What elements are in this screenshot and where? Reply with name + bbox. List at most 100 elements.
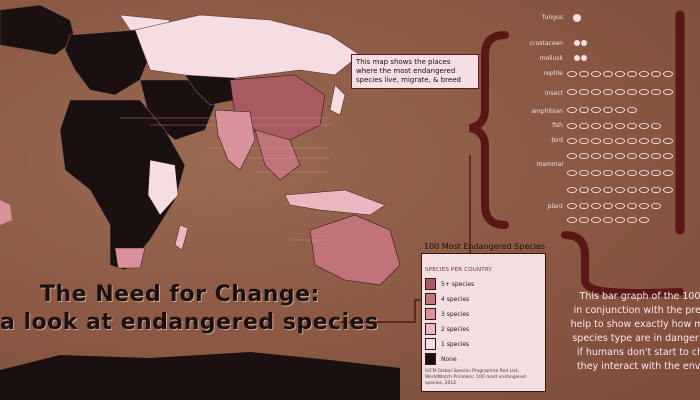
- legend-row: None: [425, 353, 457, 365]
- species-glyph: [591, 106, 601, 114]
- description-paragraph: This bar graph of the 100 in conjunction…: [570, 291, 700, 372]
- crustacean-icon: [574, 40, 580, 46]
- species-glyph: [579, 202, 589, 210]
- species-glyph: [579, 122, 589, 130]
- mollusk-icon: [574, 55, 580, 61]
- title-line-1: The Need for Change:: [40, 282, 320, 307]
- species-glyph: [615, 186, 625, 194]
- legend-swatch: [425, 338, 436, 350]
- legend-swatch: [425, 353, 436, 365]
- species-glyph: [651, 169, 661, 177]
- species-glyph: [651, 70, 661, 78]
- label-fungus: fungus: [542, 14, 563, 21]
- species-glyph: [639, 216, 649, 224]
- species-glyph: [567, 88, 577, 96]
- label-mammal: mammal: [536, 161, 563, 168]
- species-glyph: [615, 169, 625, 177]
- legend-row: 3 species: [425, 308, 469, 320]
- species-glyph: [591, 169, 601, 177]
- species-glyph: [591, 186, 601, 194]
- species-glyph: [567, 152, 577, 160]
- legend-row: 2 species: [425, 323, 469, 335]
- species-glyph: [603, 216, 613, 224]
- species-glyph: [615, 122, 625, 130]
- species-glyph: [627, 152, 637, 160]
- species-glyph: [591, 122, 601, 130]
- south-africa-region: [114, 247, 146, 269]
- species-glyph: [627, 122, 637, 130]
- label-reptile: reptile: [543, 70, 563, 77]
- species-glyph: [627, 88, 637, 96]
- label-mollusk: mollusk: [539, 55, 563, 62]
- map-callout: This map shows the places where the most…: [351, 54, 479, 89]
- africa-landmass: [59, 99, 186, 271]
- label-fish: fish: [552, 122, 563, 129]
- species-glyph: [663, 70, 673, 78]
- se-asia-landmass: [254, 129, 301, 181]
- species-glyph: [567, 70, 577, 78]
- fungus-icon: [573, 14, 581, 22]
- species-glyph: [567, 122, 577, 130]
- leader-lines: [120, 117, 330, 241]
- species-glyph: [615, 88, 625, 96]
- species-glyph: [567, 169, 577, 177]
- legend-swatch: [425, 278, 436, 290]
- species-glyph: [603, 202, 613, 210]
- species-glyph: [651, 122, 661, 130]
- species-glyph: [615, 152, 625, 160]
- species-glyph: [603, 122, 613, 130]
- indonesia-landmass: [284, 189, 386, 216]
- legend-box: 100 Most Endangered Species SPECIES PER …: [421, 242, 546, 392]
- species-glyph: [591, 137, 601, 145]
- australia-landmass: [309, 214, 401, 286]
- species-glyph: [627, 216, 637, 224]
- label-amphibian: amphibian: [531, 108, 563, 115]
- species-glyph: [651, 88, 661, 96]
- lower-brace: [561, 231, 684, 297]
- species-glyph: [615, 106, 625, 114]
- species-glyph: [627, 202, 637, 210]
- species-glyph: [639, 169, 649, 177]
- species-glyph: [567, 202, 577, 210]
- japan-landmass: [329, 84, 346, 116]
- species-glyph: [579, 169, 589, 177]
- species-glyph: [591, 152, 601, 160]
- species-glyph: [591, 216, 601, 224]
- species-glyph: [663, 137, 673, 145]
- species-glyph: [663, 88, 673, 96]
- species-glyph: [639, 70, 649, 78]
- species-glyph: [627, 106, 637, 114]
- species-glyph: [591, 202, 601, 210]
- species-glyph: [651, 152, 661, 160]
- species-glyph: [603, 88, 613, 96]
- species-glyph: [603, 169, 613, 177]
- legend-title: 100 Most Endangered Species: [424, 242, 546, 251]
- species-glyph: [639, 202, 649, 210]
- species-glyph: [591, 70, 601, 78]
- species-glyph: [567, 216, 577, 224]
- curly-brace: [468, 31, 509, 229]
- legend-swatch: [425, 308, 436, 320]
- species-glyph: [627, 186, 637, 194]
- legend-swatch: [425, 293, 436, 305]
- species-glyph: [639, 137, 649, 145]
- antarctica-landmass: [0, 352, 400, 400]
- madagascar-landmass: [174, 224, 189, 251]
- russia-landmass: [134, 14, 361, 81]
- legend-swatch: [425, 323, 436, 335]
- species-glyph: [579, 186, 589, 194]
- species-glyph: [579, 137, 589, 145]
- species-icon-grid: [573, 14, 587, 61]
- species-glyph: [651, 186, 661, 194]
- species-glyph: [639, 88, 649, 96]
- species-glyph: [567, 186, 577, 194]
- species-glyph: [603, 152, 613, 160]
- legend-row: 5+ species: [425, 278, 474, 290]
- species-glyph: [651, 202, 661, 210]
- species-glyph: [615, 137, 625, 145]
- legend-row: 4 species: [425, 293, 469, 305]
- north-america-landmass: [0, 4, 76, 56]
- species-glyph: [639, 186, 649, 194]
